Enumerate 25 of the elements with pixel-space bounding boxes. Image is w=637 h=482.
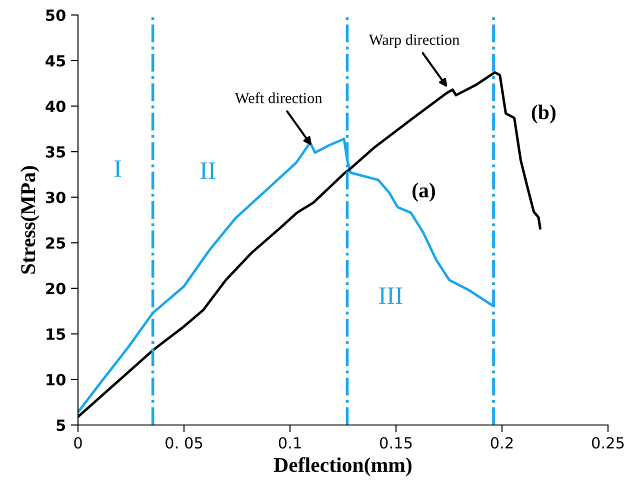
y-tick-label: 45: [46, 55, 66, 67]
x-tick-label: 0: [74, 437, 82, 449]
series-label: (a): [412, 182, 435, 202]
annotation: II: [200, 162, 216, 179]
x-axis-title: Deflection(mm): [274, 457, 412, 476]
x-tick-label: 0.1: [278, 437, 301, 449]
y-tick-label: 35: [46, 146, 66, 158]
y-tick-label: 20: [46, 282, 66, 294]
x-tick-label: 0. 05: [166, 437, 202, 449]
y-axis-title: Stress(MPa): [20, 166, 40, 274]
y-tick-label: 50: [46, 9, 66, 22]
y-tick-label: 15: [46, 328, 66, 340]
x-tick-label: 0.15: [380, 437, 412, 449]
annotation: I: [114, 160, 122, 177]
annotation: Warp direction: [368, 34, 460, 48]
y-tick-label: 30: [46, 192, 66, 204]
annotation: Weft direction: [234, 92, 322, 104]
y-tick-label: 5: [56, 420, 66, 432]
annotation: III: [379, 288, 402, 304]
y-tick-label: 10: [46, 374, 66, 386]
x-tick-label: 0.25: [592, 437, 624, 449]
y-tick-label: 25: [46, 237, 66, 249]
y-tick-label: 40: [46, 100, 66, 112]
series-label: (b): [532, 104, 556, 124]
x-tick-label: 0.2: [490, 437, 513, 449]
